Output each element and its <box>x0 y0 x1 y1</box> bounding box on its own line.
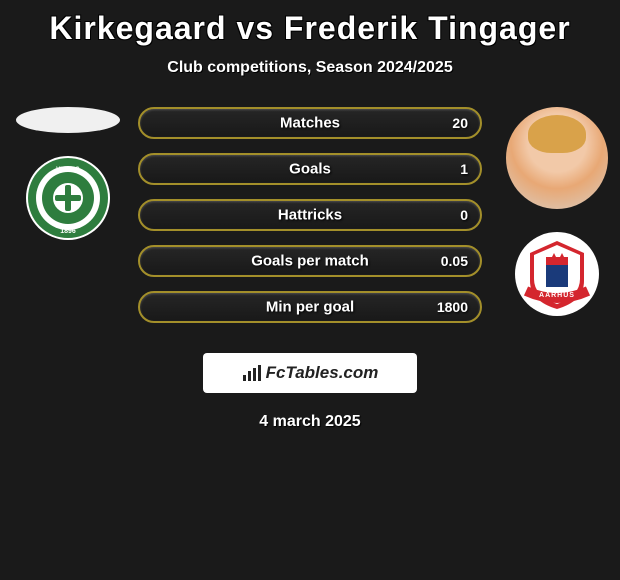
club-right-badge: AARHUS <box>506 231 608 317</box>
stat-value-right: 1800 <box>437 299 468 315</box>
stat-label: Goals per match <box>251 253 369 270</box>
stat-row: Goals 1 <box>138 153 482 185</box>
club-left-name-text: VIBORG <box>56 167 80 173</box>
stat-row: Goals per match 0.05 <box>138 245 482 277</box>
page-title: Kirkegaard vs Frederik Tingager <box>0 0 620 47</box>
club-right-city-text: AARHUS <box>539 292 575 299</box>
subtitle: Club competitions, Season 2024/2025 <box>0 59 620 77</box>
player-right-column: AARHUS <box>502 107 612 317</box>
stat-value-right: 20 <box>452 115 468 131</box>
stat-value-right: 0 <box>460 207 468 223</box>
player-left-avatar <box>16 107 120 133</box>
club-left-year-text: 1896 <box>60 228 76 235</box>
stat-label: Min per goal <box>266 299 354 316</box>
stat-value-right: 0.05 <box>441 253 468 269</box>
branding-badge: FcTables.com <box>203 353 417 393</box>
club-left-badge: VIBORG 1896 <box>18 155 118 241</box>
comparison-panel: VIBORG 1896 AARHUS Matches 20 Goals 1 Hattri… <box>0 107 620 347</box>
stat-row: Matches 20 <box>138 107 482 139</box>
stat-value-right: 1 <box>460 161 468 177</box>
chart-icon <box>242 364 262 382</box>
date-text: 4 march 2025 <box>0 413 620 431</box>
stat-row: Hattricks 0 <box>138 199 482 231</box>
player-left-column: VIBORG 1896 <box>8 107 128 241</box>
stats-list: Matches 20 Goals 1 Hattricks 0 Goals per match… <box>138 107 482 337</box>
stat-label: Goals <box>289 161 331 178</box>
stat-label: Matches <box>280 115 340 132</box>
stat-label: Hattricks <box>278 207 342 224</box>
stat-row: Min per goal 1800 <box>138 291 482 323</box>
branding-text: FcTables.com <box>266 363 379 383</box>
player-right-avatar <box>506 107 608 209</box>
